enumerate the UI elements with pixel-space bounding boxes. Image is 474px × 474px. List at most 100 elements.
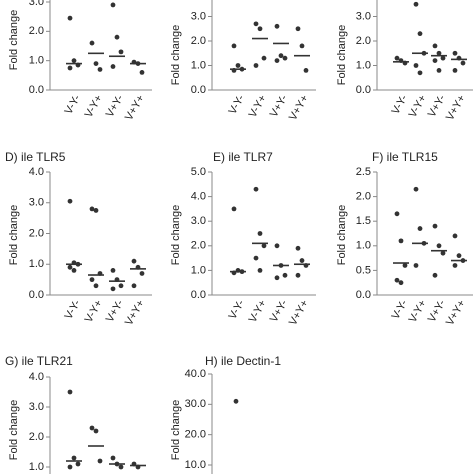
y-tick-label: 0.5	[356, 264, 371, 276]
data-point	[89, 40, 95, 46]
data-point	[93, 283, 99, 289]
y-tick-label: 1.0	[356, 59, 371, 71]
data-point	[413, 186, 419, 192]
data-point	[402, 263, 408, 268]
x-tick-label: V-Y+	[83, 298, 105, 325]
data-point	[71, 58, 77, 64]
data-point	[261, 55, 267, 61]
x-tick-label: V-Y-	[63, 298, 84, 322]
data-point	[460, 60, 466, 66]
data-point	[303, 68, 309, 73]
data-point	[93, 208, 99, 213]
y-axis-label: Fold change	[8, 400, 20, 461]
data-point	[139, 70, 145, 75]
y-tick-label: 1.5	[356, 215, 371, 227]
y-tick-label: 1.0	[191, 59, 206, 71]
data-point	[282, 55, 288, 61]
data-point	[89, 206, 95, 212]
data-point	[274, 243, 280, 249]
x-tick-label: V-Y+	[407, 93, 429, 120]
y-tick-label: 2.5	[356, 166, 371, 178]
y-tick-label: 20.0	[185, 429, 206, 441]
data-point	[89, 425, 95, 431]
data-point	[110, 286, 116, 292]
x-tick-label: V-Y-	[227, 93, 248, 117]
y-tick-label: 2.0	[29, 25, 44, 37]
data-point	[110, 2, 116, 8]
x-tick-label: V-Y+	[247, 93, 269, 120]
y-tick-label: 4.0	[29, 371, 44, 383]
y-tick-label: 1.0	[29, 461, 44, 473]
y-axis-label: Fold change	[336, 205, 348, 266]
data-point	[274, 58, 280, 63]
y-tick-label: 30.0	[185, 398, 206, 410]
y-tick-label: 4.0	[191, 191, 206, 203]
y-tick-label: 3.0	[29, 401, 44, 413]
data-point	[436, 243, 442, 249]
panel-title: F) ile TLR15	[372, 150, 438, 164]
y-tick-label: 0.0	[29, 84, 44, 96]
data-point	[417, 226, 423, 231]
data-point	[253, 186, 259, 192]
data-point	[398, 280, 404, 286]
data-point	[114, 34, 120, 40]
data-point	[261, 243, 267, 249]
x-tick-label: V-Y+	[407, 298, 429, 325]
data-point	[139, 271, 145, 276]
data-point	[413, 263, 419, 268]
data-point	[299, 258, 305, 263]
data-point	[235, 63, 241, 68]
data-point	[295, 245, 301, 251]
y-tick-label: 2.0	[356, 35, 371, 47]
data-point	[394, 277, 400, 283]
panel-title: H) ile Dectin-1	[205, 354, 281, 368]
y-axis-label: Fold change	[8, 205, 20, 266]
data-point	[93, 61, 99, 66]
data-point	[295, 26, 301, 32]
y-tick-label: 2.0	[191, 35, 206, 47]
data-point	[417, 70, 423, 76]
data-point	[278, 53, 284, 59]
data-point	[432, 58, 438, 63]
y-tick-label: 10.0	[185, 459, 206, 471]
data-point	[257, 26, 263, 32]
data-point	[75, 461, 81, 467]
y-tick-label: 0.0	[356, 289, 371, 301]
data-point	[71, 268, 77, 273]
data-point	[452, 263, 458, 268]
panel-title: E) ile TLR7	[213, 150, 273, 164]
data-point	[110, 64, 116, 69]
panel-title: D) ile TLR5	[5, 150, 66, 164]
data-point	[413, 1, 419, 7]
y-tick-label: 3.0	[191, 10, 206, 22]
data-point	[436, 50, 442, 56]
data-point	[452, 68, 458, 73]
y-axis-label: Fold change	[336, 25, 348, 86]
y-tick-label: 1.0	[191, 264, 206, 276]
y-tick-label: 1.0	[356, 240, 371, 252]
x-tick-label: V-Y-	[63, 93, 84, 117]
y-tick-label: 4.0	[29, 166, 44, 178]
data-point	[131, 283, 137, 289]
data-point	[93, 428, 99, 434]
y-tick-label: 3.0	[29, 0, 44, 8]
data-point	[436, 68, 442, 73]
data-point	[110, 268, 116, 273]
data-point	[274, 23, 280, 29]
data-point	[253, 255, 259, 261]
x-tick-label: V-Y+	[247, 298, 269, 325]
data-point	[118, 283, 124, 289]
x-tick-label: V+Y+	[123, 298, 147, 328]
data-point	[67, 15, 73, 21]
data-point	[131, 258, 137, 264]
data-point	[257, 268, 263, 273]
panel-title: G) ile TLR21	[5, 354, 73, 368]
data-point	[233, 398, 239, 404]
y-tick-label: 0.0	[356, 84, 371, 96]
x-tick-label: V+Y+	[123, 93, 147, 123]
data-point	[67, 464, 73, 470]
data-point	[299, 43, 305, 49]
data-point	[71, 455, 77, 461]
x-tick-label: V-Y-	[227, 298, 248, 322]
